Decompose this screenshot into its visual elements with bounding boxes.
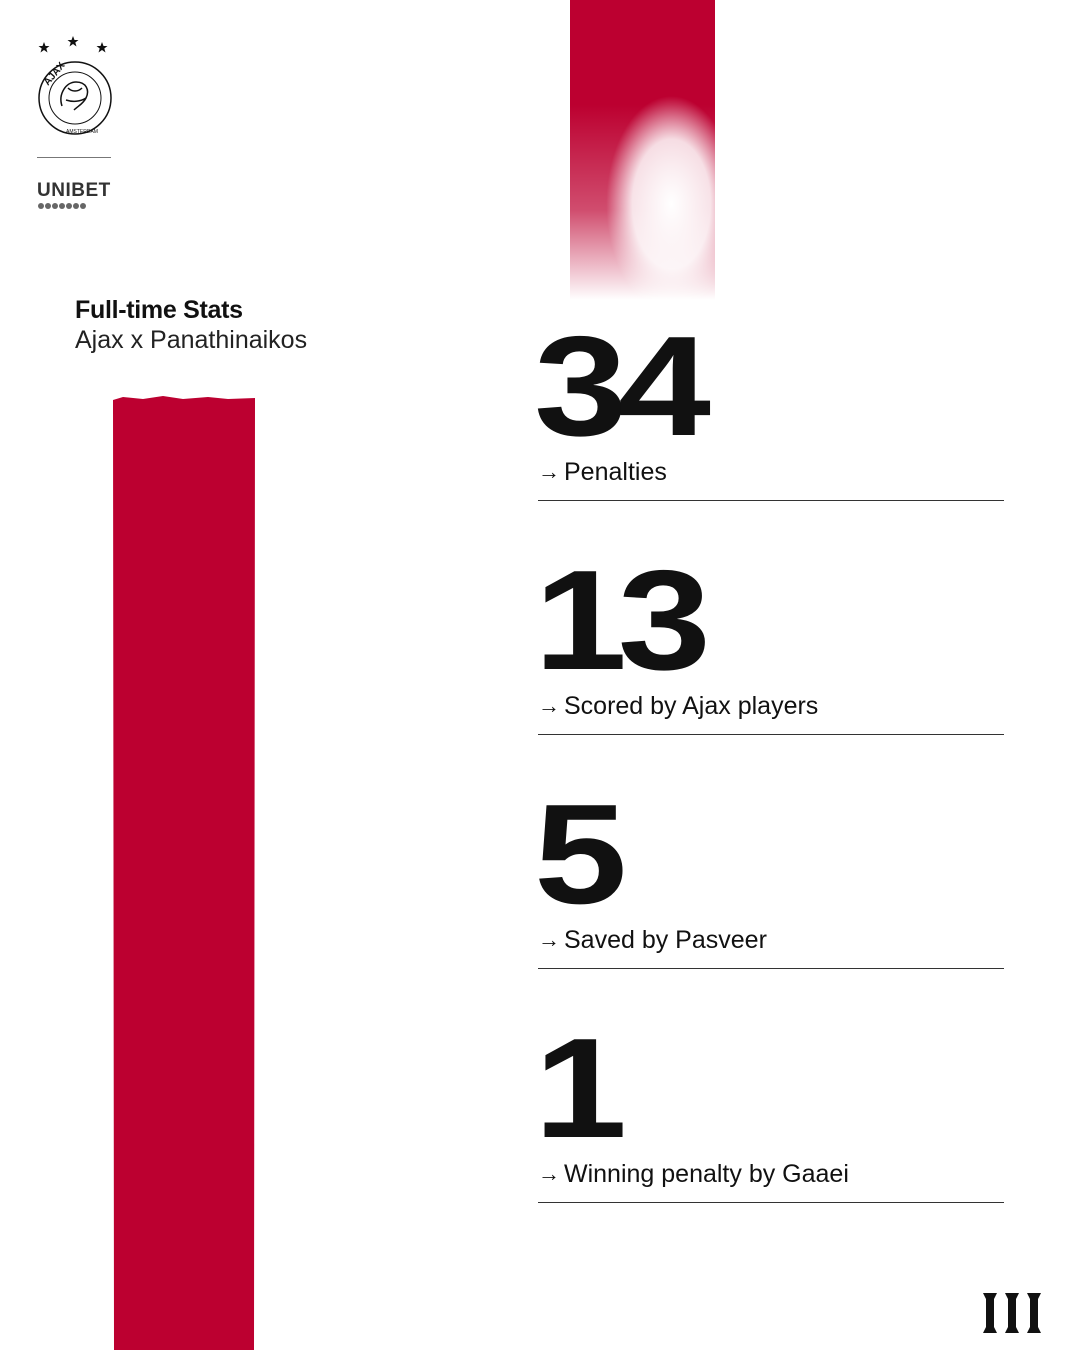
stat-label: Penalties [564, 457, 667, 486]
match-subtitle: Ajax x Panathinaikos [75, 326, 308, 354]
sponsor-logo: UNIBET [37, 180, 111, 201]
top-red-stripe [570, 0, 715, 300]
stat-value: 1 [534, 1009, 627, 1168]
ajax-crest-icon: AJAX AMSTERDAM [38, 36, 112, 135]
crest-city: AMSTERDAM [66, 129, 98, 135]
page-title: Full-time Stats [75, 296, 243, 324]
stat-block-saved: 5 → Saved by Pasveer [534, 784, 1006, 969]
stat-block-penalties: 34 → Penalties [534, 316, 1006, 501]
stat-value: 34 [534, 307, 711, 466]
three-stars-icon [38, 36, 108, 53]
arrow-right-icon: → [538, 693, 560, 718]
stat-label: Scored by Ajax players [564, 691, 819, 720]
stat-block-winning: 1 → Winning penalty by Gaaei [534, 1018, 1006, 1203]
stat-divider [538, 734, 1004, 735]
arrow-right-icon: → [538, 1161, 560, 1186]
stat-divider [538, 968, 1004, 969]
stat-label: Winning penalty by Gaaei [564, 1159, 849, 1188]
sponsor-dots-icon [38, 203, 86, 209]
stat-divider [538, 500, 1004, 501]
left-red-stripe [113, 396, 255, 1350]
three-crosses-icon [983, 1293, 1041, 1333]
stat-value: 13 [534, 541, 711, 700]
stat-divider [538, 1202, 1004, 1203]
arrow-right-icon: → [538, 459, 560, 484]
stat-label: Saved by Pasveer [564, 925, 767, 954]
stat-block-scored: 13 → Scored by Ajax players [534, 550, 1006, 735]
logo-divider [37, 157, 111, 158]
stat-value: 5 [534, 775, 627, 934]
arrow-right-icon: → [538, 927, 560, 952]
